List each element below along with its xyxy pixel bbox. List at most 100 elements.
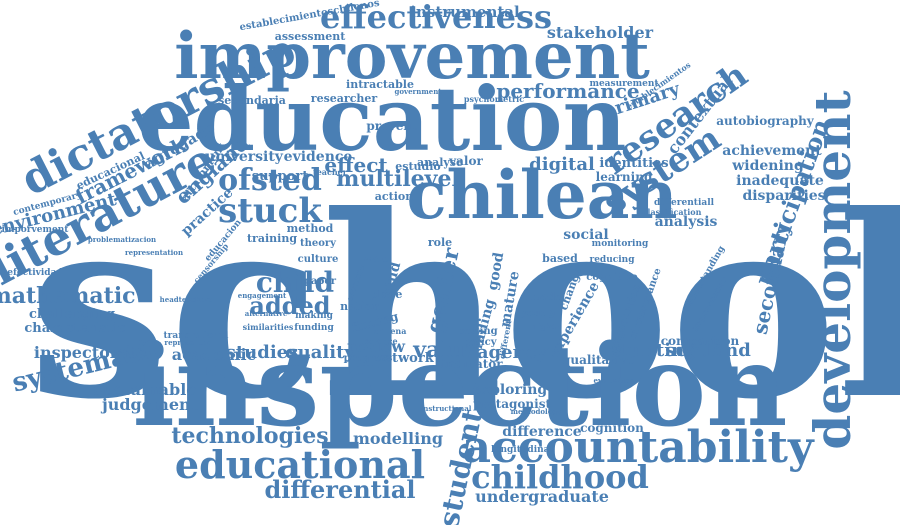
word-setting: setting <box>458 326 497 337</box>
word-model: model <box>531 292 566 303</box>
word-effectiveness: effectiveness <box>320 0 552 36</box>
word-based: based <box>542 252 578 265</box>
word-university: university <box>205 149 284 165</box>
word-science: science <box>364 336 397 346</box>
word-support: support <box>252 169 308 184</box>
word-exploring: exploring <box>473 382 548 398</box>
word-protagonist: protagonist <box>473 397 551 411</box>
word-ofsted: ofsted <box>218 163 322 198</box>
word-similarities: similarities <box>243 322 294 332</box>
word-digital: digital <box>529 154 595 175</box>
word-sustainable: sustainable <box>94 380 197 399</box>
word-child: child <box>256 266 334 299</box>
word-agency: agency <box>477 342 548 363</box>
word-theory: theory <box>300 238 337 249</box>
word-assessment: assessment <box>275 30 347 43</box>
word-cognitive: cognitive <box>586 272 637 283</box>
word-achievement: achievement <box>722 143 822 159</box>
word-role: role <box>428 236 452 249</box>
word-stuck: stuck <box>218 191 323 231</box>
word-network: network <box>374 351 434 366</box>
word-stunting: stunting <box>611 340 697 361</box>
word-translational: translational <box>164 331 230 341</box>
word-inspectorate: inspectorate <box>34 343 146 362</box>
word-place: place <box>370 288 403 301</box>
word-instructional: instructional <box>421 404 472 413</box>
word-secundaria: secundaria <box>218 94 286 107</box>
word-autobiography: autobiography <box>716 114 815 128</box>
word-progress: progress <box>344 353 393 364</box>
word-nation: nation <box>340 300 380 313</box>
word-effect: effect <box>324 153 388 177</box>
word-undergraduate: undergraduate <box>475 487 609 506</box>
word-differentiall: differentiall <box>654 198 715 208</box>
word-representation: representation <box>125 248 183 257</box>
word-represented: represented <box>164 338 211 347</box>
word-inspection: inspection <box>132 321 787 452</box>
word-policy: policy <box>463 337 497 348</box>
word-review: review <box>347 337 406 356</box>
word-disparities: disparities <box>742 188 825 204</box>
word-action: action <box>375 190 413 203</box>
word-good: good <box>485 251 507 292</box>
word-measurement: measurement <box>589 79 659 89</box>
word-culture: culture <box>298 254 339 265</box>
word-comparison: comparison <box>661 334 740 348</box>
word-paper: paper <box>304 276 337 287</box>
word-government: government <box>394 87 442 96</box>
word-identities: identities <box>599 156 668 171</box>
word-monitoring: monitoring <box>592 239 649 249</box>
word-chilean: chilean <box>406 156 677 234</box>
word-higher: higher <box>531 321 561 331</box>
word-quality: quality <box>285 342 355 363</box>
word-challenging: challenging <box>29 307 115 322</box>
word-studies: studies <box>226 342 299 363</box>
word-characteristic: characteristic <box>24 321 125 336</box>
word-indicator: indicator <box>441 357 503 371</box>
word-value: value <box>412 337 478 363</box>
word-cognition: cognition <box>580 421 644 435</box>
word-estudio: estudio <box>395 160 440 173</box>
word-differential: differential <box>264 475 415 504</box>
word-inadequate: inadequate <box>736 173 824 189</box>
word-stakeholder: stakeholder <box>547 23 654 42</box>
word-chilena: chilena <box>374 326 407 336</box>
word-social: social <box>563 227 608 243</box>
word-longitudinal: longitudinal <box>491 445 553 455</box>
word-education: education <box>138 67 627 171</box>
word-analysis: analysis <box>655 214 718 230</box>
word-added: added <box>249 291 330 320</box>
word-teacher: teacher <box>313 167 348 177</box>
word-development: development <box>803 90 862 449</box>
word-wale: wale <box>362 254 388 265</box>
word-technologies: technologies <box>171 423 328 449</box>
word-scotland: scotland <box>665 340 751 361</box>
word-methodology: methodology <box>511 407 563 416</box>
word-academic: academic <box>172 345 257 364</box>
word-intractable: intractable <box>346 78 414 91</box>
word-improvement: improvement <box>174 19 650 94</box>
word-evidence: evidence <box>284 149 353 165</box>
word-multilevel: multilevel <box>336 166 460 192</box>
word-training: training <box>247 232 297 245</box>
word-modelling: modelling <box>353 429 443 448</box>
word-prevent: prevent <box>366 119 418 133</box>
word-childhood: childhood <box>471 458 649 496</box>
word-learning: learning <box>596 170 653 184</box>
word-making: making <box>295 311 334 321</box>
word-school: school <box>28 160 900 454</box>
word-young: young <box>520 308 555 319</box>
word-mathematic: mathematic <box>0 283 136 309</box>
word-alternative: alternative <box>245 309 288 318</box>
word-problematizacion: problematizacion <box>88 235 156 244</box>
word-instrumental: instrumental <box>410 3 520 21</box>
word-reducing: reducing <box>589 255 635 265</box>
word-funding: funding <box>294 323 334 333</box>
word-effectividad: efectividad <box>7 268 63 278</box>
word-evaluation: evaluation <box>594 376 635 385</box>
word-imporvement: imporvement <box>2 225 70 235</box>
word-difference: difference <box>502 424 581 440</box>
word-accountability: accountability <box>462 422 814 473</box>
word-qualitative: qualitative <box>562 353 634 367</box>
